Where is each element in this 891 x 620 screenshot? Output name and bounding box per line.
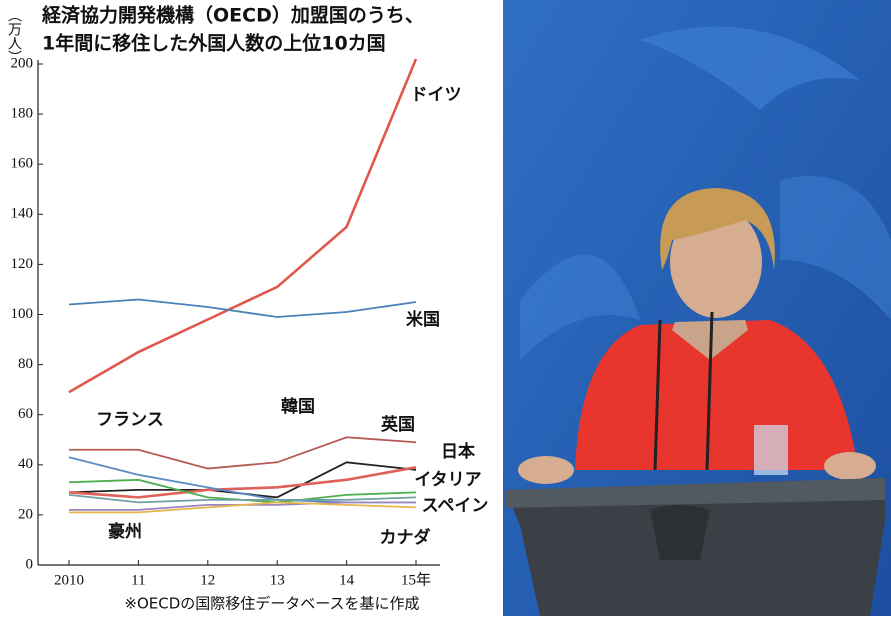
chart-title: 経済協力開発機構（OECD）加盟国のうち、	[41, 4, 424, 27]
series-label: スペイン	[422, 496, 489, 516]
series-label: 韓国	[281, 396, 315, 417]
series-label: フランス	[96, 410, 164, 430]
y-tick-label: 80	[18, 356, 33, 372]
series-label: ドイツ	[411, 85, 462, 105]
x-tick-label: 2010	[54, 572, 84, 588]
x-tick-label: 11	[131, 572, 145, 588]
series-line	[68, 493, 417, 504]
y-tick-label: 200	[11, 55, 34, 71]
y-tick-label: 160	[11, 156, 34, 172]
x-tick-label: 13	[270, 572, 285, 588]
y-tick-label: 60	[18, 406, 33, 422]
x-tick-label: 14	[339, 572, 355, 588]
y-tick-label: 140	[11, 206, 34, 222]
x-tick-label: 15年	[401, 571, 431, 588]
series-line	[69, 436, 417, 470]
y-tick-label: 20	[18, 506, 33, 522]
x-tick-label: 12	[200, 572, 215, 588]
y-tick-label: 100	[11, 306, 34, 322]
series-label: カナダ	[380, 527, 431, 548]
chart-title: 1年間に移住した外国人数の上位10カ国	[42, 32, 386, 55]
y-tick-label: 180	[11, 106, 34, 122]
note: ※OECDの国際移住データベースを基に作成	[124, 595, 419, 613]
series-label: 米国	[406, 309, 440, 330]
y-tick-label: 0	[26, 556, 34, 572]
y-axis-label: （万人）	[6, 8, 22, 64]
series-label: イタリア	[414, 470, 481, 490]
y-tick-label: 120	[11, 256, 34, 272]
series-line	[69, 501, 417, 514]
series-line	[68, 466, 417, 499]
series-line	[68, 58, 418, 394]
series-label: 日本	[441, 441, 476, 462]
photo	[503, 0, 891, 616]
chart-background	[0, 0, 503, 616]
series-label: 英国	[381, 414, 415, 435]
series-line	[68, 298, 417, 318]
y-tick-label: 40	[18, 456, 33, 472]
series-label: 豪州	[108, 521, 142, 542]
